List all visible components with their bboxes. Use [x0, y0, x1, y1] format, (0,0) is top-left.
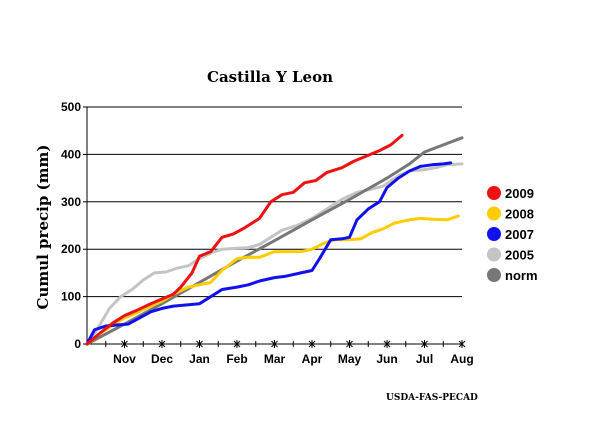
x-tick-label: Apr — [302, 352, 323, 366]
y-tick-label: 100 — [61, 290, 81, 304]
legend-marker — [487, 227, 501, 241]
series-line-2009 — [85, 133, 404, 346]
x-tick-label: Mar — [264, 352, 286, 366]
series-line-2007 — [85, 161, 453, 346]
series-line-2005 — [85, 162, 464, 346]
credit-text: USDA-FAS-PECAD — [386, 393, 478, 403]
gridlines — [87, 106, 462, 298]
legend-marker — [487, 206, 501, 221]
legend-marker — [487, 268, 501, 282]
x-tick-label: Nov — [113, 352, 136, 366]
y-tick-label: 200 — [61, 242, 81, 256]
y-tick-label: 400 — [61, 147, 81, 161]
chart-title: Castilla Y Leon — [207, 68, 333, 86]
x-tick-label: Feb — [226, 352, 247, 366]
x-tick-labels: Nov Dec Jan Feb Mar Apr May Jun Jul Aug — [105, 340, 474, 366]
legend-label: 2008 — [505, 207, 534, 222]
y-tick-label: 300 — [61, 195, 81, 209]
series-line-norm — [85, 136, 464, 346]
legend: 2009 2008 2007 2005 norm — [487, 186, 538, 283]
series-lines — [85, 133, 464, 346]
y-tick-label: 500 — [61, 100, 81, 114]
legend-label: 2009 — [505, 186, 534, 201]
legend-label: norm — [505, 268, 538, 283]
y-axis-label: Cumul precip (mm) — [34, 145, 52, 310]
series-line-2008 — [85, 214, 460, 346]
y-tick-labels: 0 100 200 300 400 500 — [61, 100, 87, 351]
legend-label: 2007 — [505, 227, 534, 242]
legend-marker — [487, 247, 501, 262]
y-tick-label: 0 — [74, 337, 81, 351]
x-tick-label: Aug — [450, 352, 473, 366]
x-tick-label: Jul — [416, 352, 433, 366]
x-tick-label: Jun — [376, 352, 397, 366]
x-tick-label: May — [338, 352, 362, 366]
legend-label: 2005 — [505, 248, 534, 263]
legend-marker — [487, 186, 501, 200]
x-tick-label: Jan — [189, 352, 210, 366]
x-tick-label: Dec — [151, 352, 173, 366]
